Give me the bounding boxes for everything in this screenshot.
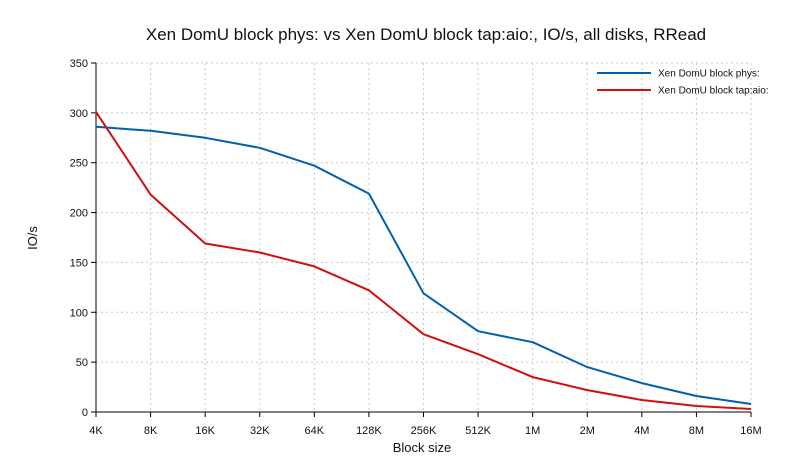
series-line-1 xyxy=(95,125,752,405)
x-tick-label: 32K xyxy=(250,425,270,437)
y-tick-label: 50 xyxy=(76,357,88,369)
axes xyxy=(91,62,752,417)
x-axis-label: Block size xyxy=(393,440,452,455)
x-tick-label: 4M xyxy=(634,425,649,437)
y-axis-label: IO/s xyxy=(25,226,40,250)
y-tick-label: 350 xyxy=(70,58,88,70)
y-tick-label: 0 xyxy=(82,407,88,419)
x-tick-label: 512K xyxy=(465,425,491,437)
x-tick-label: 128K xyxy=(356,425,382,437)
grid-lines xyxy=(96,62,752,412)
legend-label-2: Xen DomU block tap:aio: xyxy=(658,86,769,97)
y-tick-label: 150 xyxy=(70,257,88,269)
x-tick-label: 64K xyxy=(305,425,325,437)
x-tick-label: 1M xyxy=(525,425,540,437)
y-tick-label: 300 xyxy=(70,108,88,120)
y-tick-label: 100 xyxy=(70,307,88,319)
chart-title: Xen DomU block phys: vs Xen DomU block t… xyxy=(146,25,706,44)
x-tick-label: 2M xyxy=(580,425,595,437)
legend-label-1: Xen DomU block phys: xyxy=(658,69,760,80)
x-tick-label: 256K xyxy=(411,425,437,437)
series-lines xyxy=(95,111,752,410)
x-tick-label: 4K xyxy=(89,425,103,437)
series-line-2 xyxy=(95,111,752,410)
x-tick-label: 8M xyxy=(689,425,704,437)
y-tick-labels: 0 50 100 150 200 250 300 350 xyxy=(70,58,88,419)
x-tick-label: 16K xyxy=(195,425,215,437)
x-tick-labels: 4K 8K 16K 32K 64K 128K 256K 512K 1M 2M 4M 8M 16M xyxy=(89,425,761,437)
legend: Xen DomU block phys: Xen DomU block tap:a… xyxy=(597,69,769,97)
y-tick-label: 200 xyxy=(70,208,88,220)
x-tick-label: 8K xyxy=(144,425,158,437)
x-tick-label: 16M xyxy=(740,425,761,437)
y-tick-label: 250 xyxy=(70,158,88,170)
